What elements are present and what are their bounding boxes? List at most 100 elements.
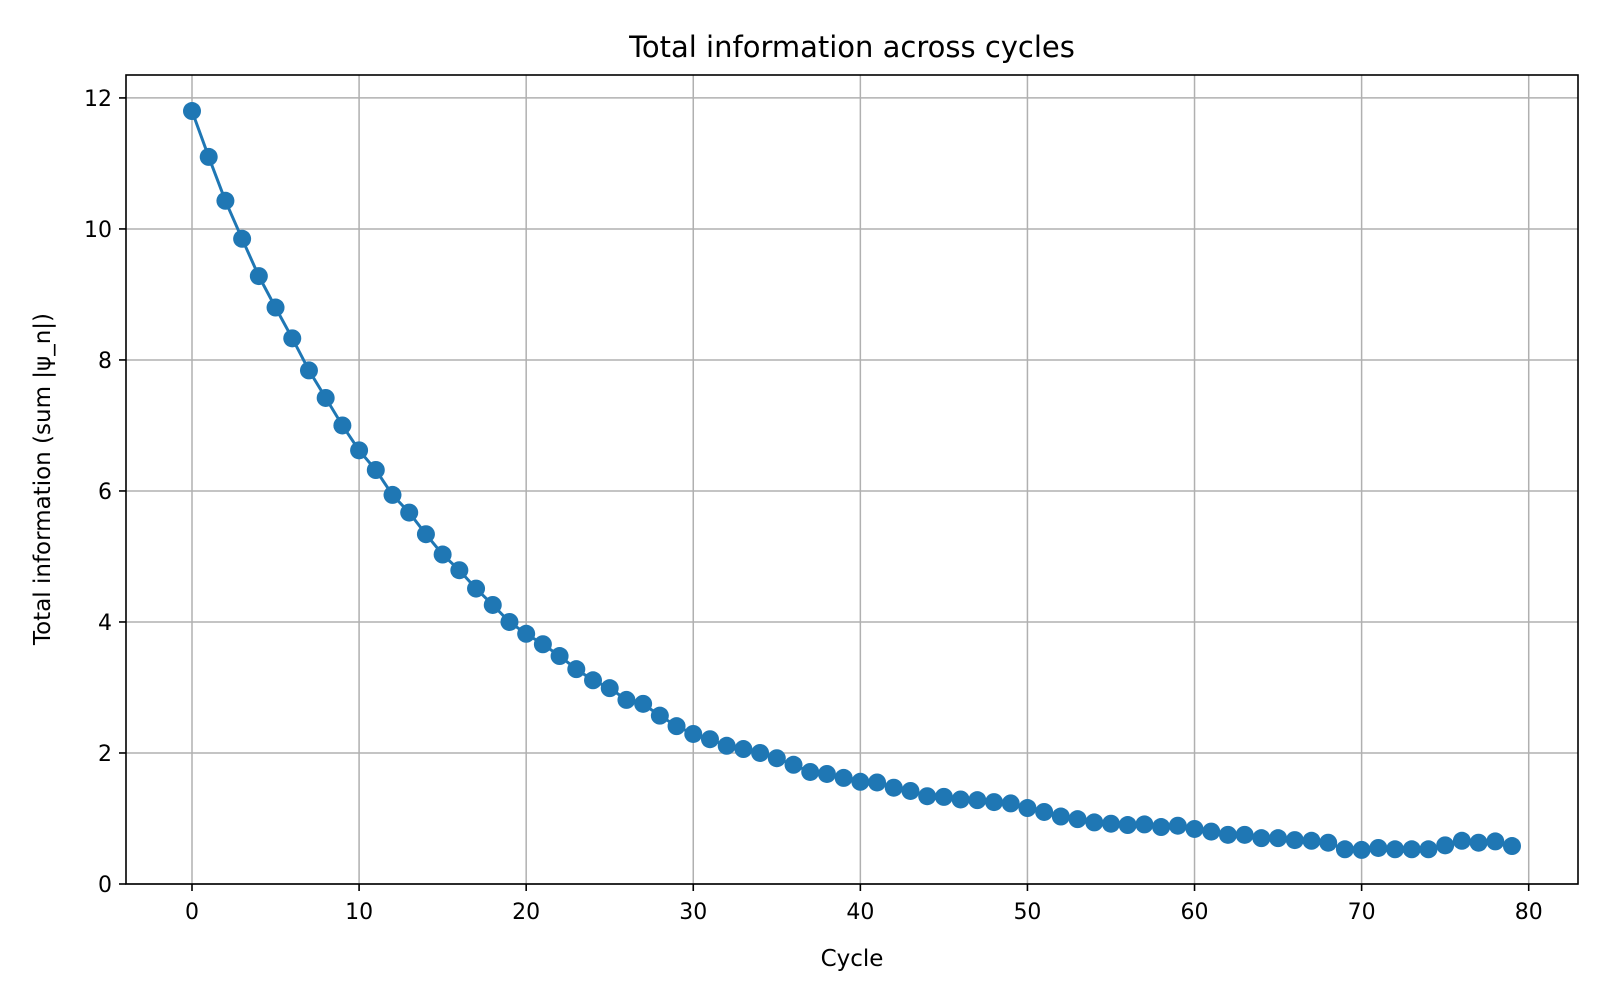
data-point xyxy=(1352,840,1371,859)
data-point xyxy=(383,485,402,504)
data-point xyxy=(968,791,987,810)
x-tick-label: 60 xyxy=(1181,900,1209,925)
data-point xyxy=(901,781,920,800)
data-point xyxy=(1436,836,1455,855)
data-point xyxy=(767,749,786,768)
data-point xyxy=(416,525,435,544)
x-tick-label: 40 xyxy=(846,900,874,925)
data-point xyxy=(299,361,318,380)
data-point xyxy=(617,690,636,709)
data-point xyxy=(934,787,953,806)
y-tick-label: 0 xyxy=(98,873,112,898)
data-point xyxy=(1419,840,1438,859)
x-tick-label: 50 xyxy=(1013,900,1041,925)
grid-layer xyxy=(126,75,1578,885)
data-point xyxy=(1118,816,1137,835)
data-point xyxy=(1051,807,1070,826)
x-tick-label: 70 xyxy=(1348,900,1376,925)
data-point xyxy=(1486,832,1505,851)
x-tick-label: 80 xyxy=(1515,900,1543,925)
data-point xyxy=(1068,810,1087,829)
y-tick-label: 12 xyxy=(84,87,112,112)
data-point xyxy=(851,772,870,791)
data-point xyxy=(450,561,469,580)
data-point xyxy=(400,503,419,522)
data-point xyxy=(1101,814,1120,833)
data-point xyxy=(249,267,268,286)
data-point xyxy=(533,635,552,654)
data-point xyxy=(1469,833,1488,852)
data-point xyxy=(834,768,853,787)
data-point xyxy=(1235,825,1254,844)
data-point xyxy=(600,679,619,698)
data-point xyxy=(1302,831,1321,850)
data-point xyxy=(1218,825,1237,844)
series-line xyxy=(190,110,1513,852)
data-point xyxy=(634,694,653,713)
data-point xyxy=(1335,840,1354,859)
x-tick-label: 30 xyxy=(679,900,707,925)
data-point xyxy=(216,191,235,210)
data-point xyxy=(350,441,369,460)
x-axis-label: Cycle xyxy=(821,946,884,972)
data-point xyxy=(784,755,803,774)
data-point xyxy=(684,724,703,743)
data-point xyxy=(1402,840,1421,859)
data-point xyxy=(366,461,385,480)
plot-frame xyxy=(125,74,1579,885)
data-point xyxy=(1001,794,1020,813)
data-point xyxy=(1018,799,1037,818)
data-point xyxy=(884,778,903,797)
x-tick-label: 10 xyxy=(345,900,373,925)
data-point xyxy=(1185,819,1204,838)
data-point xyxy=(584,671,603,690)
data-point xyxy=(1285,831,1304,850)
data-point xyxy=(433,545,452,564)
data-point xyxy=(1135,815,1154,834)
data-point xyxy=(868,773,887,792)
data-point xyxy=(183,102,201,121)
data-point xyxy=(199,147,218,166)
data-point xyxy=(1168,816,1187,835)
chart-title: Total information across cycles xyxy=(628,30,1075,64)
data-point xyxy=(667,717,686,736)
data-point xyxy=(700,730,719,749)
y-tick-label: 8 xyxy=(98,349,112,374)
y-tick-label: 6 xyxy=(98,480,112,505)
data-point xyxy=(650,706,669,725)
data-point xyxy=(1319,833,1338,852)
data-point xyxy=(1085,813,1104,832)
y-tick-label: 10 xyxy=(84,218,112,243)
y-tick-label: 4 xyxy=(98,611,112,636)
data-point xyxy=(1503,837,1521,856)
x-tick-label: 0 xyxy=(185,900,199,925)
data-point xyxy=(918,787,937,806)
data-point xyxy=(283,329,302,348)
data-point xyxy=(817,764,836,783)
data-point xyxy=(734,740,753,759)
data-point xyxy=(500,612,519,631)
x-tick-label: 20 xyxy=(512,900,540,925)
data-point xyxy=(1252,829,1271,848)
data-point xyxy=(1152,818,1171,837)
data-point xyxy=(316,388,335,407)
y-axis-label: Total information (sum |ψ_n|) xyxy=(30,313,56,646)
data-point xyxy=(550,647,569,666)
data-point xyxy=(483,595,502,614)
tick-layer: 0 10 20 30 40 50 60 70 80 0 2 4 6 8 10 12 xyxy=(84,87,1543,925)
data-point xyxy=(567,660,586,679)
series-layer xyxy=(183,102,1521,859)
data-point xyxy=(233,229,252,248)
data-point xyxy=(333,416,352,435)
data-point xyxy=(1035,802,1054,821)
data-point xyxy=(266,298,285,317)
data-point xyxy=(1202,822,1221,841)
data-point xyxy=(751,743,770,762)
data-point xyxy=(801,762,820,781)
data-point xyxy=(717,736,736,755)
y-tick-label: 2 xyxy=(98,742,112,767)
data-point xyxy=(517,624,536,643)
data-point xyxy=(985,793,1004,812)
data-point xyxy=(467,579,486,598)
